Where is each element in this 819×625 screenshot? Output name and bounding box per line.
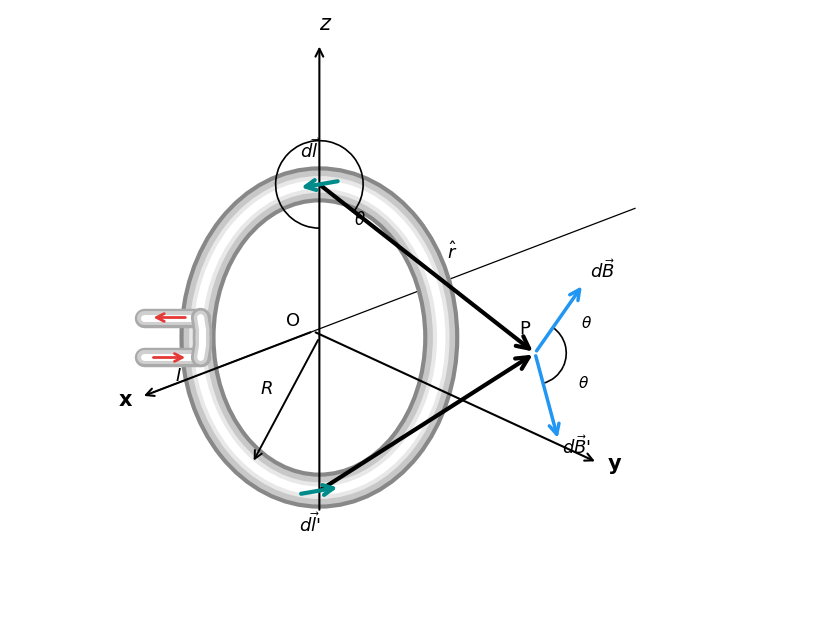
Text: $\mathbf{x}$: $\mathbf{x}$ xyxy=(118,390,133,410)
Text: $\theta$: $\theta$ xyxy=(581,315,591,331)
Text: $\theta$: $\theta$ xyxy=(577,374,588,391)
Text: $z$: $z$ xyxy=(319,14,332,34)
Text: $d\vec{l}$': $d\vec{l}$' xyxy=(299,512,320,536)
Text: R: R xyxy=(260,380,273,398)
Text: $\mathbf{y}$: $\mathbf{y}$ xyxy=(606,456,622,476)
Text: $\hat{r}$: $\hat{r}$ xyxy=(446,242,457,263)
Text: $I$: $I$ xyxy=(175,368,182,385)
Text: O: O xyxy=(286,312,301,330)
Text: $d\vec{l}$: $d\vec{l}$ xyxy=(299,139,320,162)
Text: P: P xyxy=(518,319,530,338)
Text: $d\vec{B}$: $d\vec{B}$ xyxy=(589,259,614,282)
Text: $d\vec{B}$': $d\vec{B}$' xyxy=(561,436,590,458)
Text: $\theta$: $\theta$ xyxy=(353,211,365,229)
